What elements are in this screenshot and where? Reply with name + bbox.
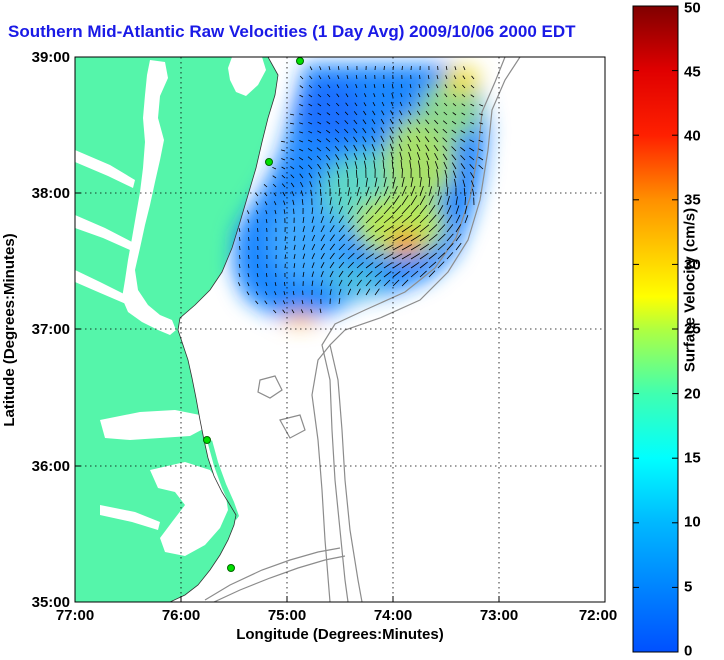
x-tick-label: 73:00: [480, 607, 518, 624]
colorbar-tick-label: 5: [684, 579, 692, 596]
colorbar-tick-label: 25: [684, 321, 701, 338]
y-tick-label: 35:00: [32, 594, 70, 611]
x-tick-label: 74:00: [374, 607, 412, 624]
velocity-vector: [402, 66, 403, 70]
x-axis-label: Longitude (Degrees:Minutes): [236, 626, 444, 643]
velocity-vector: [249, 237, 250, 241]
colorbar-tick-label: 15: [684, 450, 701, 467]
colorbar-tick-label: 10: [684, 514, 701, 531]
velocity-vector: [294, 209, 295, 214]
colorbar-tick-label: 35: [684, 192, 701, 209]
radar-site-marker: [266, 159, 273, 166]
velocity-vector: [465, 197, 466, 205]
colorbar-tick-label: 20: [684, 386, 701, 403]
velocity-vector: [402, 168, 403, 178]
colorbar-tick-label: 40: [684, 128, 701, 145]
velocity-vector: [240, 246, 241, 250]
colorbar-label: Surface Velocity (cm/s): [682, 208, 699, 372]
colorbar-tick-label: 30: [684, 257, 701, 274]
velocity-vector: [366, 75, 367, 79]
colorbar-tick-label: 45: [684, 64, 701, 81]
velocity-vector: [249, 255, 250, 259]
y-tick-label: 36:00: [32, 458, 70, 475]
colorbar: [633, 6, 678, 652]
y-tick-label: 38:00: [32, 185, 70, 202]
x-tick-label: 72:00: [579, 607, 617, 624]
velocity-vector: [285, 236, 286, 241]
velocity-vector: [384, 66, 385, 70]
colorbar-tick-label: 0: [684, 643, 692, 660]
radar-site-marker: [297, 58, 304, 65]
radar-site-marker: [204, 437, 211, 444]
y-tick-label: 37:00: [32, 321, 70, 338]
velocity-vector: [321, 198, 322, 205]
x-tick-label: 75:00: [268, 607, 306, 624]
x-tick-label: 76:00: [162, 607, 200, 624]
y-tick-label: 39:00: [32, 49, 70, 66]
velocity-vector: [420, 75, 421, 79]
y-axis-label: Latitude (Degrees:Minutes): [1, 233, 18, 426]
radar-site-marker: [228, 565, 235, 572]
velocity-vector: [384, 169, 385, 178]
colorbar-tick-label: 50: [684, 0, 701, 17]
